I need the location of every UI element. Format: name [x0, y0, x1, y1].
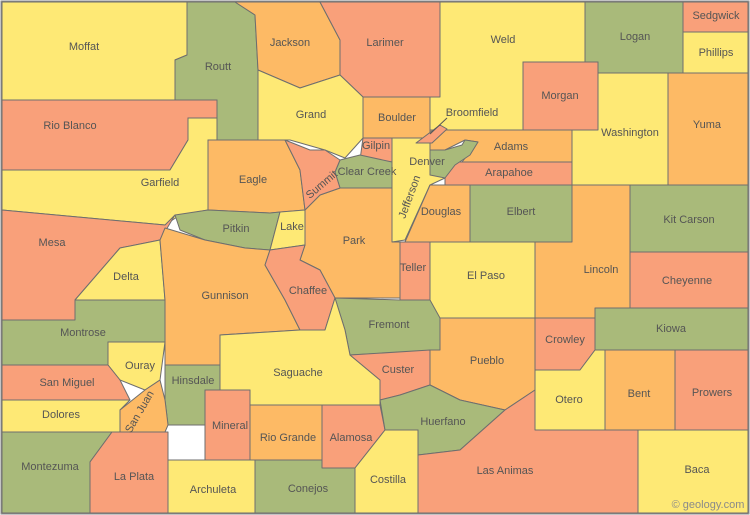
county-label-conejos: Conejos — [288, 483, 329, 495]
county-label-gunnison: Gunnison — [201, 290, 248, 302]
county-label-costilla: Costilla — [370, 474, 407, 486]
county-label-las-animas: Las Animas — [477, 465, 534, 477]
county-label-logan: Logan — [620, 31, 651, 43]
county-label-yuma: Yuma — [693, 119, 722, 131]
county-label-phillips: Phillips — [699, 47, 734, 59]
county-label-custer: Custer — [382, 364, 415, 376]
county-label-alamosa: Alamosa — [330, 432, 374, 444]
county-label-elbert: Elbert — [507, 206, 536, 218]
county-las-animas[interactable] — [417, 389, 639, 514]
county-label-rio-grande: Rio Grande — [260, 432, 316, 444]
county-label-pueblo: Pueblo — [470, 355, 504, 367]
county-label-arapahoe: Arapahoe — [485, 167, 533, 179]
county-label-la-plata: La Plata — [114, 471, 155, 483]
county-san-miguel[interactable] — [1, 364, 131, 401]
county-label-eagle: Eagle — [239, 174, 267, 186]
county-label-sedgwick: Sedgwick — [692, 10, 740, 22]
county-label-park: Park — [343, 235, 366, 247]
county-label-kiowa: Kiowa — [656, 323, 687, 335]
broomfield-leader-line — [429, 117, 448, 135]
county-label-kit-carson: Kit Carson — [663, 214, 714, 226]
county-label-saguache: Saguache — [273, 367, 323, 379]
county-label-washington: Washington — [601, 127, 659, 139]
county-label-jackson: Jackson — [270, 37, 310, 49]
county-label-gilpin: Gilpin — [362, 140, 390, 152]
copyright-text: © geology.com — [672, 499, 745, 511]
county-label-pitkin: Pitkin — [223, 223, 250, 235]
county-label-clear-creek: Clear Creek — [338, 166, 397, 178]
county-baca[interactable] — [637, 429, 749, 514]
county-label-montezuma: Montezuma — [21, 461, 79, 473]
county-la-plata[interactable] — [89, 431, 169, 514]
county-denver[interactable] — [429, 139, 479, 179]
county-label-prowers: Prowers — [692, 387, 733, 399]
county-label-mineral: Mineral — [212, 420, 248, 432]
county-label-adams: Adams — [494, 141, 529, 153]
county-label-crowley: Crowley — [545, 334, 585, 346]
county-label-routt: Routt — [205, 61, 231, 73]
county-label-otero: Otero — [555, 394, 583, 406]
county-label-dolores: Dolores — [42, 409, 80, 421]
county-label-fremont: Fremont — [369, 319, 410, 331]
county-label-mesa: Mesa — [39, 237, 67, 249]
county-broomfield[interactable] — [415, 124, 448, 144]
county-label-archuleta: Archuleta — [190, 484, 237, 496]
county-label-montrose: Montrose — [60, 327, 106, 339]
county-label-san-miguel: San Miguel — [39, 377, 94, 389]
county-label-denver: Denver — [409, 156, 445, 168]
county-label-morgan: Morgan — [541, 90, 578, 102]
county-label-lake: Lake — [280, 221, 304, 233]
county-label-boulder: Boulder — [378, 112, 416, 124]
county-label-broomfield: Broomfield — [446, 107, 499, 119]
county-label-teller: Teller — [400, 262, 427, 274]
county-label-larimer: Larimer — [366, 37, 404, 49]
county-label-rio-blanco: Rio Blanco — [43, 120, 96, 132]
county-label-ouray: Ouray — [125, 360, 155, 372]
county-label-douglas: Douglas — [421, 206, 462, 218]
county-label-garfield: Garfield — [141, 177, 180, 189]
county-label-bent: Bent — [628, 388, 651, 400]
county-label-baca: Baca — [684, 464, 710, 476]
county-label-hinsdale: Hinsdale — [172, 375, 215, 387]
county-label-el-paso: El Paso — [467, 270, 505, 282]
county-label-cheyenne: Cheyenne — [662, 275, 712, 287]
county-label-huerfano: Huerfano — [420, 416, 465, 428]
county-label-weld: Weld — [491, 34, 516, 46]
county-label-moffat: Moffat — [69, 41, 99, 53]
county-label-grand: Grand — [296, 109, 327, 121]
county-label-chaffee: Chaffee — [289, 285, 327, 297]
county-label-lincoln: Lincoln — [584, 264, 619, 276]
county-label-delta: Delta — [113, 271, 140, 283]
county-summit[interactable] — [284, 139, 341, 211]
